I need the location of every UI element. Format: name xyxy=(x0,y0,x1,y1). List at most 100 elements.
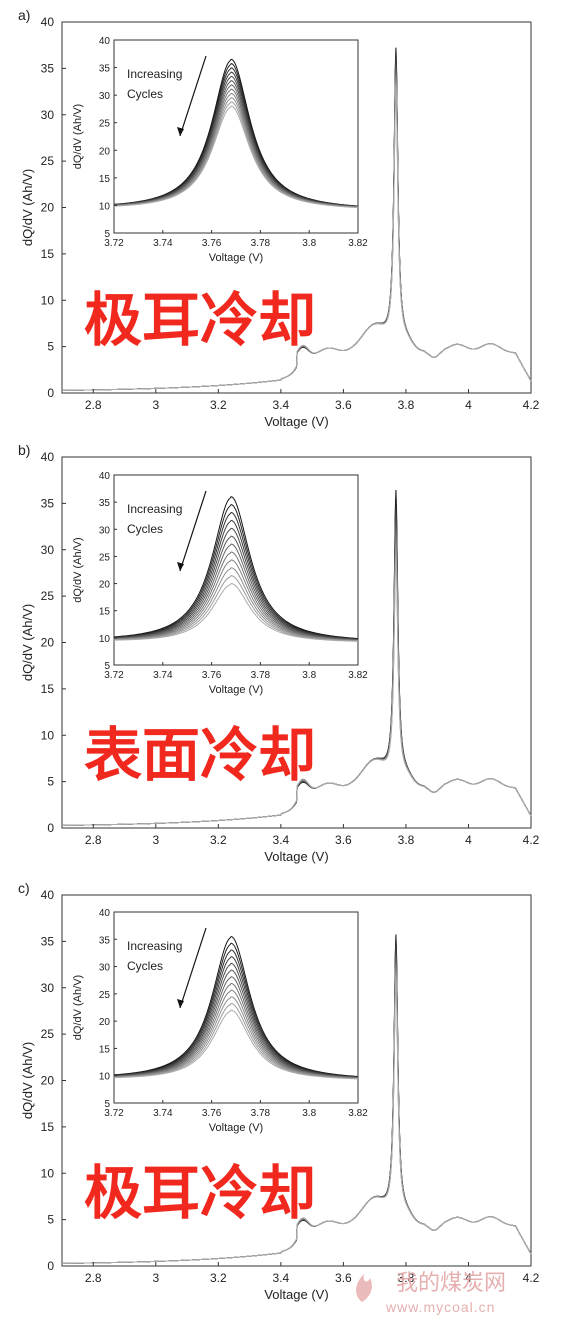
inset-y-tick-label: 35 xyxy=(99,64,111,75)
inset-cycle-curve xyxy=(113,559,359,642)
cycle-curve xyxy=(61,84,532,391)
y-tick-label: 25 xyxy=(41,154,55,168)
y-tick-label: 10 xyxy=(41,293,55,307)
inset-y-tick-label: 30 xyxy=(99,963,111,974)
y-tick-label: 5 xyxy=(47,775,54,789)
inset-x-tick-label: 3.82 xyxy=(348,1108,368,1119)
inset-x-tick-label: 3.8 xyxy=(302,238,316,249)
x-tick-label: 4 xyxy=(465,833,472,847)
x-tick-label: 3.2 xyxy=(210,1271,227,1285)
y-axis-label: dQ/dV (Ah/V) xyxy=(20,604,35,681)
inset-x-tick-label: 3.8 xyxy=(302,670,316,681)
panel-letter: c) xyxy=(18,880,30,896)
inset-y-axis-label: dQ/dV (Ah/V) xyxy=(72,975,84,1040)
x-tick-label: 3.8 xyxy=(398,398,415,412)
y-tick-label: 40 xyxy=(41,450,55,464)
inset-y-axis-label: dQ/dV (Ah/V) xyxy=(72,104,84,169)
inset-cycle-curve xyxy=(113,567,359,642)
x-tick-label: 3.2 xyxy=(210,398,227,412)
y-tick-label: 20 xyxy=(41,201,55,215)
inset-x-tick-label: 3.78 xyxy=(251,238,271,249)
y-tick-label: 40 xyxy=(41,888,55,902)
inset-cycle-curve xyxy=(113,583,359,642)
inset-x-tick-label: 3.76 xyxy=(202,238,222,249)
inset-x-tick-label: 3.74 xyxy=(153,670,173,681)
watermark-url: www.mycoal.cn xyxy=(385,1299,495,1315)
inset-cycle-curve xyxy=(113,504,359,640)
annotation-increasing: Increasing xyxy=(127,67,182,81)
inset-y-tick-label: 15 xyxy=(99,1044,111,1055)
inset-cycle-curve xyxy=(113,519,359,640)
inset-x-tick-label: 3.72 xyxy=(104,1108,124,1119)
inset-y-tick-label: 20 xyxy=(99,580,111,591)
y-tick-label: 5 xyxy=(47,340,54,354)
x-tick-label: 3 xyxy=(152,1271,159,1285)
arrow-shaft xyxy=(179,55,207,137)
inset-y-tick-label: 30 xyxy=(99,91,111,102)
y-tick-label: 15 xyxy=(41,682,55,696)
inset-y-tick-label: 5 xyxy=(104,229,110,240)
cooling-method-label: 极耳冷却 xyxy=(84,286,316,354)
x-tick-label: 3.2 xyxy=(210,833,227,847)
arrow-head-icon xyxy=(177,127,184,136)
inset-y-tick-label: 10 xyxy=(99,1072,111,1083)
y-tick-label: 40 xyxy=(41,15,55,29)
annotation-cycles: Cycles xyxy=(127,522,163,536)
inset-x-axis-label: Voltage (V) xyxy=(209,1122,263,1134)
x-tick-label: 2.8 xyxy=(85,1271,102,1285)
cycle-curve xyxy=(62,976,532,1264)
x-tick-label: 3.8 xyxy=(398,833,415,847)
cycle-curve xyxy=(62,556,532,826)
chart-panel-2: b) 2.8 3 3.2 3.4 3.6 3.8 4 4.2 0 5 10 15 20 25 30 35 40 Vo… xyxy=(18,442,540,864)
y-tick-label: 20 xyxy=(41,1074,55,1088)
inset-x-tick-label: 3.72 xyxy=(104,670,124,681)
inset-y-tick-label: 40 xyxy=(99,908,111,919)
y-tick-label: 10 xyxy=(41,728,55,742)
x-axis-label: Voltage (V) xyxy=(264,414,328,429)
inset-chart: 3.72 3.74 3.76 3.78 3.8 3.82 5 10 15 20 25 30 35 40 Vo… xyxy=(72,471,368,696)
panel-letter: a) xyxy=(18,7,30,23)
x-tick-label: 3 xyxy=(152,398,159,412)
inset-y-tick-label: 30 xyxy=(99,525,111,536)
y-tick-label: 30 xyxy=(41,543,55,557)
y-tick-label: 35 xyxy=(41,61,55,75)
inset-y-tick-label: 25 xyxy=(99,119,111,130)
y-tick-label: 10 xyxy=(41,1166,55,1180)
x-tick-label: 3.4 xyxy=(273,1271,290,1285)
inset-y-tick-label: 25 xyxy=(99,990,111,1001)
x-axis-label: Voltage (V) xyxy=(264,1287,328,1302)
inset-x-tick-label: 3.82 xyxy=(348,238,368,249)
y-tick-label: 30 xyxy=(41,108,55,122)
inset-cycle-curve xyxy=(113,105,359,209)
y-axis-label: dQ/dV (Ah/V) xyxy=(20,169,35,246)
y-tick-label: 5 xyxy=(47,1213,54,1227)
y-tick-label: 25 xyxy=(41,589,55,603)
y-tick-label: 0 xyxy=(47,386,54,400)
cooling-method-label: 极耳冷却 xyxy=(84,1159,316,1227)
inset-y-tick-label: 20 xyxy=(99,146,111,157)
x-tick-label: 3.6 xyxy=(335,398,352,412)
y-tick-label: 30 xyxy=(41,981,55,995)
x-tick-label: 3.6 xyxy=(335,833,352,847)
x-tick-label: 4.2 xyxy=(523,398,540,412)
inset-cycle-curve xyxy=(113,496,359,640)
x-axis-label: Voltage (V) xyxy=(264,849,328,864)
y-tick-label: 0 xyxy=(47,821,54,835)
annotation-cycles: Cycles xyxy=(127,959,163,973)
inset-x-axis-label: Voltage (V) xyxy=(209,252,263,264)
inset-x-tick-label: 3.8 xyxy=(302,1108,316,1119)
inset-y-tick-label: 20 xyxy=(99,1017,111,1028)
inset-y-tick-label: 5 xyxy=(104,661,110,672)
inset-y-tick-label: 35 xyxy=(99,935,111,946)
inset-cycle-curve xyxy=(113,551,359,641)
annotation-cycles: Cycles xyxy=(127,87,163,101)
y-tick-label: 15 xyxy=(41,1120,55,1134)
inset-cycle-curve xyxy=(113,575,359,642)
inset-y-tick-label: 15 xyxy=(99,607,111,618)
inset-x-tick-label: 3.72 xyxy=(104,238,124,249)
y-tick-label: 35 xyxy=(41,496,55,510)
inset-y-axis-label: dQ/dV (Ah/V) xyxy=(72,537,84,602)
arrow-head-icon xyxy=(177,999,184,1008)
panel-letter: b) xyxy=(18,442,30,458)
